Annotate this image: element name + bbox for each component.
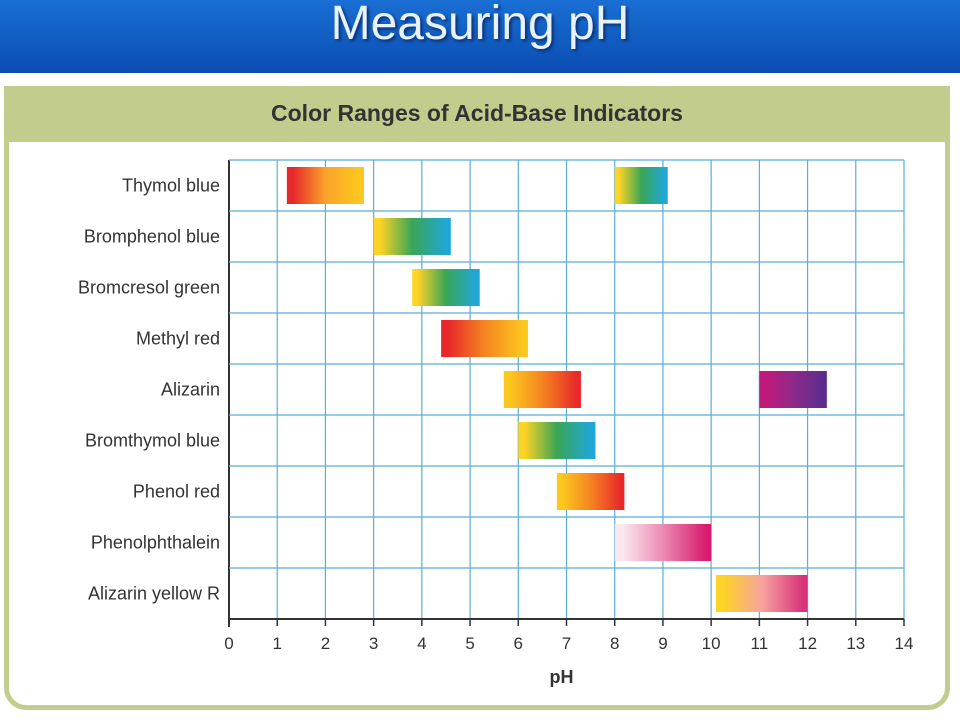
indicator-range-bar — [286, 167, 364, 204]
indicator-label: Methyl red — [136, 329, 220, 349]
indicator-label: Bromphenol blue — [84, 227, 220, 247]
indicator-label: Bromcresol green — [78, 278, 220, 298]
indicator-range-bar — [614, 524, 712, 561]
x-tick-label: 8 — [610, 634, 619, 653]
indicator-range-bar — [759, 371, 827, 408]
x-tick-label: 6 — [514, 634, 523, 653]
x-tick-label: 14 — [895, 634, 914, 653]
indicator-label: Bromthymol blue — [85, 431, 220, 451]
x-tick-label: 11 — [751, 634, 769, 653]
indicator-range-bar — [503, 371, 581, 408]
indicator-label: Alizarin yellow R — [88, 584, 220, 604]
indicator-range-bar — [373, 218, 451, 255]
x-tick-label: 10 — [702, 634, 721, 653]
title-bar: Measuring pH — [0, 0, 960, 76]
indicator-range-bar — [614, 167, 668, 204]
x-axis-title: pH — [550, 667, 574, 687]
indicator-range-bar — [556, 473, 625, 510]
indicator-label: Phenolphthalein — [91, 533, 220, 553]
x-tick-label: 12 — [798, 634, 817, 653]
x-tick-label: 3 — [369, 634, 378, 653]
x-tick-label: 0 — [224, 634, 233, 653]
indicator-label: Phenol red — [133, 482, 220, 502]
indicator-range-bar — [518, 422, 596, 459]
chart-header: Color Ranges of Acid-Base Indicators — [4, 86, 950, 142]
indicator-label: Thymol blue — [122, 176, 220, 196]
indicator-range-bar — [715, 575, 808, 612]
x-tick-label: 4 — [417, 634, 426, 653]
x-tick-label: 9 — [658, 634, 667, 653]
x-tick-label: 1 — [272, 634, 281, 653]
x-tick-label: 5 — [465, 634, 474, 653]
slide-title: Measuring pH — [330, 0, 630, 50]
chart-title: Color Ranges of Acid-Base Indicators — [271, 100, 683, 126]
indicator-range-bar — [412, 269, 480, 306]
x-tick-label: 2 — [321, 634, 330, 653]
x-tick-label: 13 — [846, 634, 865, 653]
indicator-range-bar — [441, 320, 528, 357]
indicator-label: Alizarin — [161, 380, 220, 400]
x-tick-label: 7 — [562, 634, 571, 653]
